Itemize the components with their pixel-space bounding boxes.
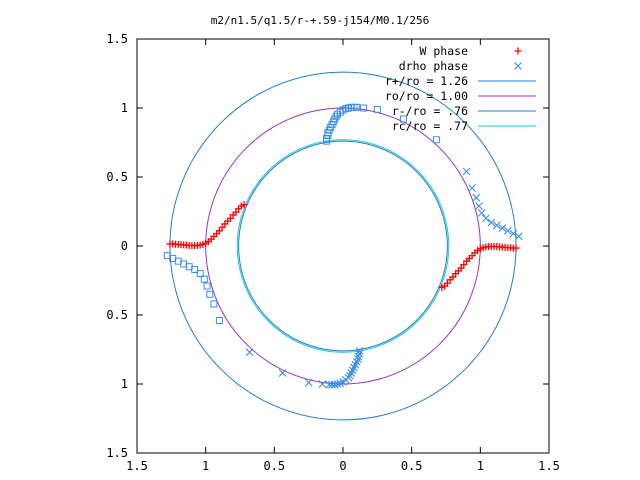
y-tick: 0.5 bbox=[106, 170, 549, 184]
y-tick-label: 0.5 bbox=[106, 170, 128, 184]
y-tick: 1.5 bbox=[106, 32, 549, 46]
legend-entry: r-/ro = .76 bbox=[392, 104, 536, 118]
x-tick-label: 1 bbox=[477, 459, 484, 473]
data-point bbox=[462, 167, 471, 176]
x-tick-label: 0.5 bbox=[401, 459, 423, 473]
data-point bbox=[206, 290, 214, 298]
y-axis: 1.5 1 0.5 0 0.5 1 1.5 bbox=[106, 32, 549, 460]
x-tick: 1 bbox=[202, 39, 209, 473]
legend-entry: W phase bbox=[420, 44, 522, 58]
data-point bbox=[353, 103, 361, 111]
x-tick-label: 1.5 bbox=[126, 459, 148, 473]
data-point bbox=[477, 208, 486, 217]
data-point bbox=[196, 270, 204, 278]
data-points bbox=[163, 103, 523, 389]
data-point bbox=[328, 380, 336, 389]
x-tick: 1.5 bbox=[538, 39, 560, 473]
data-point bbox=[472, 193, 481, 202]
data-point bbox=[468, 184, 476, 192]
data-point bbox=[509, 229, 518, 238]
data-point bbox=[332, 112, 340, 120]
x-tick-label: 0 bbox=[339, 459, 346, 473]
data-point bbox=[304, 378, 313, 387]
legend-label: rc/ro = .77 bbox=[392, 119, 468, 133]
legend-marker-sample bbox=[514, 62, 522, 70]
data-point bbox=[503, 226, 512, 235]
data-point bbox=[481, 214, 490, 223]
y-tick-label: 1 bbox=[121, 101, 128, 115]
legend-entry: drho phase bbox=[399, 59, 522, 73]
legend-entry: r+/ro = 1.26 bbox=[385, 74, 536, 88]
x-tick-label: 1.5 bbox=[538, 459, 560, 473]
data-point bbox=[492, 221, 501, 230]
data-point bbox=[432, 136, 440, 144]
legend-entry: ro/ro = 1.00 bbox=[385, 89, 536, 103]
y-tick-label: 1.5 bbox=[106, 446, 128, 460]
data-point bbox=[487, 218, 496, 227]
y-tick-label: 0 bbox=[121, 239, 128, 253]
data-point bbox=[438, 283, 446, 291]
series-drho-phase bbox=[163, 103, 523, 389]
x-tick: 1.5 bbox=[126, 39, 148, 473]
y-tick: 1.5 bbox=[106, 446, 549, 460]
circle-ro-ro-1-00 bbox=[205, 107, 481, 385]
circle-rc-ro-77 bbox=[236, 139, 450, 353]
y-tick-label: 0.5 bbox=[106, 308, 128, 322]
data-point bbox=[475, 202, 483, 210]
data-point bbox=[203, 282, 211, 290]
data-point bbox=[498, 224, 507, 232]
data-point bbox=[325, 380, 334, 389]
data-point bbox=[514, 232, 523, 241]
x-tick: 0.5 bbox=[263, 39, 285, 473]
x-tick: 0.5 bbox=[401, 39, 423, 473]
x-tick: 1 bbox=[477, 39, 484, 473]
legend-label: W phase bbox=[420, 44, 469, 58]
data-point bbox=[191, 265, 199, 273]
legend-label: drho phase bbox=[399, 59, 468, 73]
y-tick-label: 1 bbox=[121, 377, 128, 391]
legend-label: r-/ro = .76 bbox=[392, 104, 468, 118]
series-w-phase bbox=[166, 201, 520, 291]
circle-r-ro-76 bbox=[238, 140, 448, 352]
data-point bbox=[399, 115, 407, 123]
data-point bbox=[245, 348, 254, 357]
data-point bbox=[278, 369, 287, 377]
data-point bbox=[215, 317, 223, 325]
x-tick-label: 0.5 bbox=[263, 459, 285, 473]
data-point bbox=[240, 201, 248, 209]
y-tick: 1 bbox=[121, 101, 549, 115]
legend-label: ro/ro = 1.00 bbox=[385, 89, 468, 103]
x-tick: 0 bbox=[339, 39, 347, 473]
x-axis: 1.5 1 0.5 0 0.5 1 1.5 bbox=[126, 39, 560, 473]
x-tick-label: 1 bbox=[202, 459, 209, 473]
data-point bbox=[210, 300, 218, 308]
chart-title: m2/n1.5/q1.5/r-+.59-j154/M0.1/256 bbox=[211, 14, 430, 27]
y-tick: 0 bbox=[121, 239, 549, 253]
data-point bbox=[330, 380, 339, 389]
legend-entry: rc/ro = .77 bbox=[392, 119, 536, 133]
y-tick: 0.5 bbox=[106, 308, 549, 322]
data-point bbox=[373, 105, 381, 113]
data-point bbox=[318, 380, 327, 388]
data-point bbox=[200, 275, 208, 283]
legend-label: r+/ro = 1.26 bbox=[385, 74, 468, 88]
data-point bbox=[360, 104, 368, 112]
y-tick: 1 bbox=[121, 377, 549, 391]
y-tick-label: 1.5 bbox=[106, 32, 128, 46]
legend-marker-sample bbox=[514, 47, 522, 55]
